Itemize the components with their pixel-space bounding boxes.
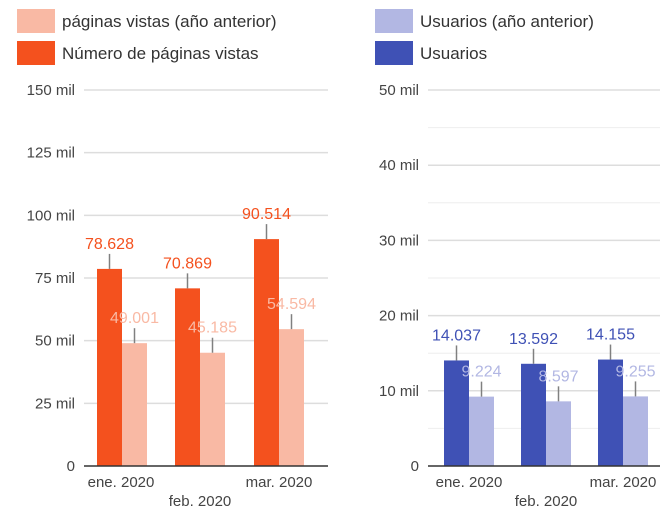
pageviews-ytick-label: 0 bbox=[67, 458, 75, 475]
users-ytick-label: 40 mil bbox=[379, 157, 419, 174]
pageviews-ytick-label: 100 mil bbox=[27, 207, 75, 224]
users-value-label: 8.597 bbox=[538, 368, 578, 385]
users-bar-current bbox=[521, 363, 546, 466]
pageviews-ytick-label: 25 mil bbox=[35, 395, 75, 412]
pageviews-value-label: 70.869 bbox=[163, 255, 212, 272]
pageviews-ytick-label: 50 mil bbox=[35, 333, 75, 350]
pageviews-legend-label: Número de páginas vistas bbox=[62, 44, 259, 63]
pageviews-ytick-label: 125 mil bbox=[27, 145, 75, 162]
users-value-label: 14.155 bbox=[586, 327, 635, 344]
pageviews-legend-swatch bbox=[17, 41, 55, 65]
pageviews-bar-current bbox=[254, 239, 279, 466]
pageviews-value-label: 78.628 bbox=[85, 236, 134, 253]
pageviews-bar-previous bbox=[200, 352, 225, 466]
pageviews-legend-label: páginas vistas (año anterior) bbox=[62, 12, 277, 31]
users-legend-label: Usuarios bbox=[420, 44, 487, 63]
users-ytick-label: 30 mil bbox=[379, 232, 419, 249]
pageviews-legend-swatch bbox=[17, 9, 55, 33]
users-legend-label: Usuarios (año anterior) bbox=[420, 12, 594, 31]
users-bar-previous bbox=[546, 401, 571, 466]
users-category-label: mar. 2020 bbox=[590, 474, 657, 491]
pageviews-ytick-label: 150 mil bbox=[27, 82, 75, 99]
users-value-label: 9.255 bbox=[615, 363, 655, 380]
pageviews-bar-current bbox=[175, 288, 200, 466]
pageviews-bar-previous bbox=[122, 343, 147, 466]
users-ytick-label: 50 mil bbox=[379, 82, 419, 99]
pageviews-ytick-label: 75 mil bbox=[35, 270, 75, 287]
pageviews-category-label: ene. 2020 bbox=[88, 474, 155, 491]
users-ytick-label: 0 bbox=[411, 458, 419, 475]
users-bar-previous bbox=[623, 396, 648, 466]
pageviews-category-label: mar. 2020 bbox=[246, 474, 313, 491]
pageviews-value-label: 49.001 bbox=[110, 310, 159, 327]
users-bar-current bbox=[444, 360, 469, 466]
users-legend-swatch bbox=[375, 41, 413, 65]
pageviews-category-label: feb. 2020 bbox=[169, 493, 232, 510]
users-legend-swatch bbox=[375, 9, 413, 33]
pageviews-value-label: 90.514 bbox=[242, 206, 291, 223]
users-value-label: 9.224 bbox=[461, 364, 501, 381]
users-ytick-label: 10 mil bbox=[379, 383, 419, 400]
pageviews-bar-previous bbox=[279, 329, 304, 466]
users-category-label: feb. 2020 bbox=[515, 493, 578, 510]
users-ytick-label: 20 mil bbox=[379, 308, 419, 325]
pageviews-value-label: 54.594 bbox=[267, 296, 316, 313]
users-value-label: 14.037 bbox=[432, 327, 481, 344]
users-category-label: ene. 2020 bbox=[436, 474, 503, 491]
users-bar-previous bbox=[469, 396, 494, 466]
pageviews-value-label: 45.185 bbox=[188, 320, 237, 337]
users-bar-current bbox=[598, 359, 623, 466]
users-value-label: 13.592 bbox=[509, 331, 558, 348]
pageviews-bar-current bbox=[97, 268, 122, 466]
